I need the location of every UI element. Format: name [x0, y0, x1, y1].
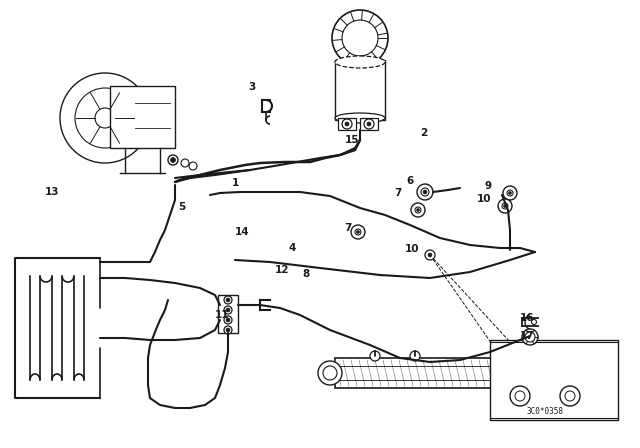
Circle shape: [503, 186, 517, 200]
Circle shape: [560, 386, 580, 406]
Ellipse shape: [335, 113, 385, 123]
Circle shape: [224, 296, 232, 304]
Circle shape: [224, 326, 232, 334]
Bar: [335, 60, 385, 120]
Text: 10: 10: [477, 194, 492, 204]
Text: 16: 16: [520, 313, 534, 323]
Text: 7: 7: [344, 223, 352, 233]
Text: 7: 7: [394, 188, 402, 198]
Circle shape: [565, 391, 575, 401]
Text: 3: 3: [248, 82, 255, 92]
Circle shape: [410, 351, 420, 361]
Circle shape: [428, 253, 432, 257]
Circle shape: [226, 328, 230, 332]
Bar: [490, 340, 618, 420]
Circle shape: [507, 190, 513, 196]
Bar: [360, 118, 378, 130]
Bar: [218, 295, 238, 333]
Text: 4: 4: [288, 243, 296, 253]
Circle shape: [181, 159, 189, 167]
Text: 15: 15: [345, 135, 359, 145]
Circle shape: [498, 199, 512, 213]
Circle shape: [417, 184, 433, 200]
Text: 3C0*0358: 3C0*0358: [527, 408, 563, 417]
Text: 6: 6: [406, 176, 413, 186]
Bar: [338, 118, 356, 130]
Circle shape: [332, 10, 388, 66]
Circle shape: [367, 122, 371, 126]
Circle shape: [345, 122, 349, 126]
Circle shape: [531, 319, 536, 324]
Text: 2: 2: [420, 128, 428, 138]
Bar: [110, 86, 175, 148]
Circle shape: [224, 306, 232, 314]
Circle shape: [170, 158, 175, 163]
Circle shape: [355, 229, 361, 235]
Text: 14: 14: [235, 227, 250, 237]
Circle shape: [425, 250, 435, 260]
Circle shape: [323, 366, 337, 380]
Circle shape: [226, 308, 230, 312]
Text: 8: 8: [302, 269, 310, 279]
Circle shape: [356, 231, 360, 233]
Circle shape: [318, 361, 342, 385]
Text: 1: 1: [232, 178, 239, 188]
Circle shape: [525, 332, 535, 342]
Circle shape: [417, 208, 419, 211]
Circle shape: [351, 225, 365, 239]
Circle shape: [95, 108, 115, 128]
Circle shape: [342, 119, 352, 129]
Circle shape: [515, 391, 525, 401]
Bar: [335, 358, 545, 388]
Circle shape: [421, 188, 429, 196]
Text: 11: 11: [215, 310, 229, 320]
Circle shape: [504, 204, 506, 207]
Circle shape: [226, 318, 230, 322]
Circle shape: [502, 203, 508, 209]
Circle shape: [509, 191, 511, 194]
Circle shape: [364, 119, 374, 129]
Circle shape: [510, 386, 530, 406]
Circle shape: [60, 73, 150, 163]
Circle shape: [411, 203, 425, 217]
Ellipse shape: [335, 56, 385, 68]
Circle shape: [370, 351, 380, 361]
Circle shape: [342, 20, 378, 56]
Circle shape: [415, 207, 421, 213]
Text: 12: 12: [275, 265, 289, 275]
Polygon shape: [500, 362, 590, 394]
Circle shape: [75, 88, 135, 148]
Polygon shape: [540, 390, 555, 400]
Text: 10: 10: [404, 244, 419, 254]
Circle shape: [168, 155, 178, 165]
Text: 17: 17: [520, 331, 534, 341]
Text: 5: 5: [179, 202, 186, 212]
Circle shape: [224, 316, 232, 324]
Circle shape: [189, 162, 197, 170]
Circle shape: [540, 363, 560, 383]
Circle shape: [423, 190, 427, 194]
Text: 9: 9: [484, 181, 492, 191]
Text: 13: 13: [45, 187, 60, 197]
Circle shape: [522, 329, 538, 345]
Circle shape: [226, 298, 230, 302]
